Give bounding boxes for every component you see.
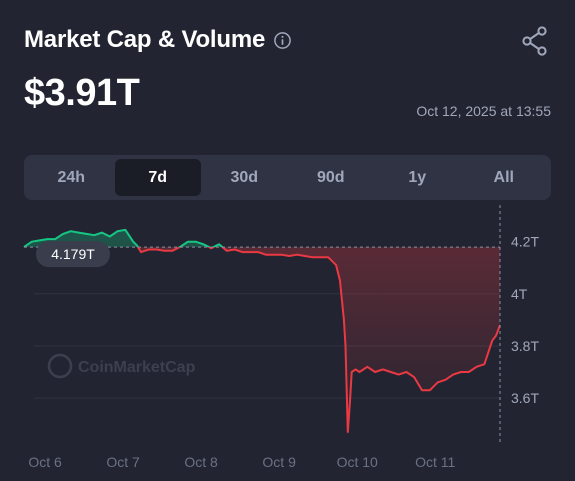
y-tick-label: 4T bbox=[511, 286, 528, 302]
svg-text:4.179T: 4.179T bbox=[51, 246, 95, 262]
range-24h-button[interactable]: 24h bbox=[57, 168, 86, 186]
range-30d-button[interactable]: 30d bbox=[230, 168, 259, 186]
x-axis: Oct 6 Oct 7 Oct 8 Oct 9 Oct 10 Oct 11 bbox=[28, 454, 455, 470]
time-range-selector: 24h 7d 30d 90d 1y All bbox=[24, 155, 551, 200]
share-icon[interactable] bbox=[520, 25, 550, 57]
area-below-baseline bbox=[138, 247, 500, 432]
range-90d-button[interactable]: 90d bbox=[316, 168, 345, 186]
timestamp: Oct 12, 2025 at 13:55 bbox=[416, 103, 551, 119]
x-tick-label: Oct 7 bbox=[106, 454, 140, 470]
coinmarketcap-watermark: CoinMarketCap bbox=[47, 353, 196, 379]
baseline-label: 4.179T bbox=[36, 241, 110, 268]
y-tick-label: 3.6T bbox=[511, 390, 539, 406]
x-tick-label: Oct 8 bbox=[184, 454, 218, 470]
range-all-button[interactable]: All bbox=[493, 168, 514, 186]
series-line-down bbox=[24, 247, 501, 433]
page-title: Market Cap & Volume bbox=[24, 26, 266, 53]
range-7d-button[interactable]: 7d bbox=[114, 159, 201, 196]
info-icon[interactable] bbox=[273, 31, 292, 50]
x-tick-label: Oct 9 bbox=[262, 454, 296, 470]
market-cap-value: $3.91T bbox=[24, 72, 140, 114]
watermark-text: CoinMarketCap bbox=[78, 359, 196, 376]
market-cap-chart[interactable]: CoinMarketCap 4.179T 4.2T 4T 3.8T 3.6T Oct … bbox=[0, 205, 575, 475]
y-tick-label: 4.2T bbox=[511, 234, 539, 250]
series-line-up bbox=[23, 228, 225, 248]
range-1y-button[interactable]: 1y bbox=[408, 168, 427, 186]
x-tick-label: Oct 10 bbox=[337, 454, 378, 470]
x-tick-label: Oct 6 bbox=[28, 454, 62, 470]
x-tick-label: Oct 11 bbox=[415, 454, 455, 470]
y-axis: 4.2T 4T 3.8T 3.6T bbox=[511, 234, 539, 406]
title-row: Market Cap & Volume bbox=[24, 26, 292, 54]
y-tick-label: 3.8T bbox=[511, 338, 539, 354]
